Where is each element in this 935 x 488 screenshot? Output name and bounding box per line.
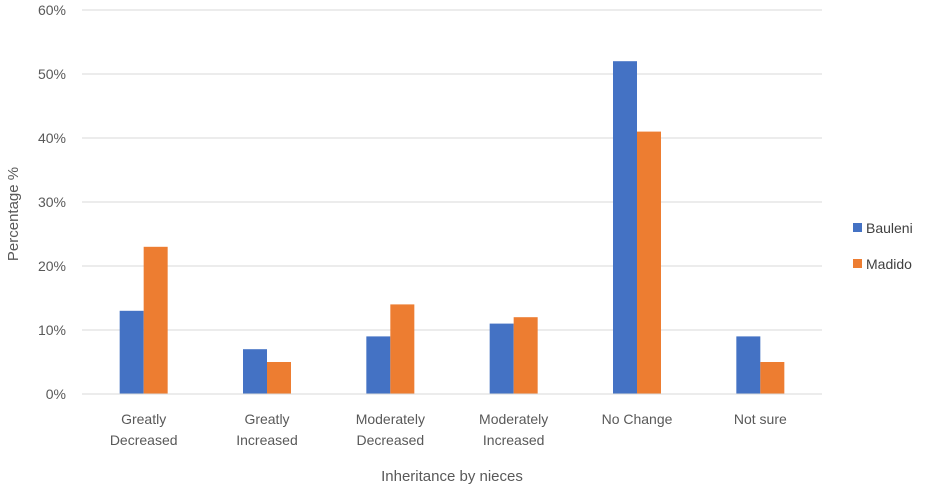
bar-bauleni xyxy=(489,323,514,394)
y-tick-label: 20% xyxy=(38,258,66,274)
legend-label-madido: Madido xyxy=(866,256,912,272)
bar-bauleni xyxy=(613,61,637,394)
x-tick-label: Not sure xyxy=(734,411,787,427)
y-tick-label: 30% xyxy=(38,194,66,210)
legend: Bauleni Madido xyxy=(853,220,913,272)
x-tick-label: Moderately Decreased xyxy=(356,411,425,448)
bars xyxy=(119,61,785,394)
y-axis-title: Percentage % xyxy=(5,167,22,261)
x-tick-label: Greatly Increased xyxy=(236,411,297,448)
y-tick-label: 0% xyxy=(46,386,66,402)
bar-bauleni xyxy=(366,336,391,394)
bar-bauleni xyxy=(119,310,144,394)
y-tick-label: 50% xyxy=(38,66,66,82)
bar-madido xyxy=(390,304,415,394)
legend-swatch-madido xyxy=(853,259,862,268)
y-tick-label: 10% xyxy=(38,322,66,338)
bar-madido xyxy=(143,246,168,394)
legend-swatch-bauleni xyxy=(853,223,862,232)
bar-madido xyxy=(637,131,661,394)
bar-bauleni xyxy=(736,336,761,394)
x-tick-label: No Change xyxy=(602,411,673,427)
bar-madido xyxy=(760,362,785,394)
y-axis-tick-labels: 0% 10% 20% 30% 40% 50% 60% xyxy=(38,2,66,402)
bar-bauleni xyxy=(243,349,267,394)
y-tick-label: 40% xyxy=(38,130,66,146)
x-axis-tick-labels: Greatly Decreased Greatly Increased Moderate… xyxy=(110,411,787,448)
y-tick-label: 60% xyxy=(38,2,66,18)
bar-madido xyxy=(513,317,538,394)
x-tick-label: Greatly Decreased xyxy=(110,411,178,448)
x-tick-label: Moderately Increased xyxy=(479,411,548,448)
bar-madido xyxy=(267,362,291,394)
x-axis-title: Inheritance by nieces xyxy=(381,468,523,485)
gridlines xyxy=(82,9,822,331)
legend-label-bauleni: Bauleni xyxy=(866,220,913,236)
